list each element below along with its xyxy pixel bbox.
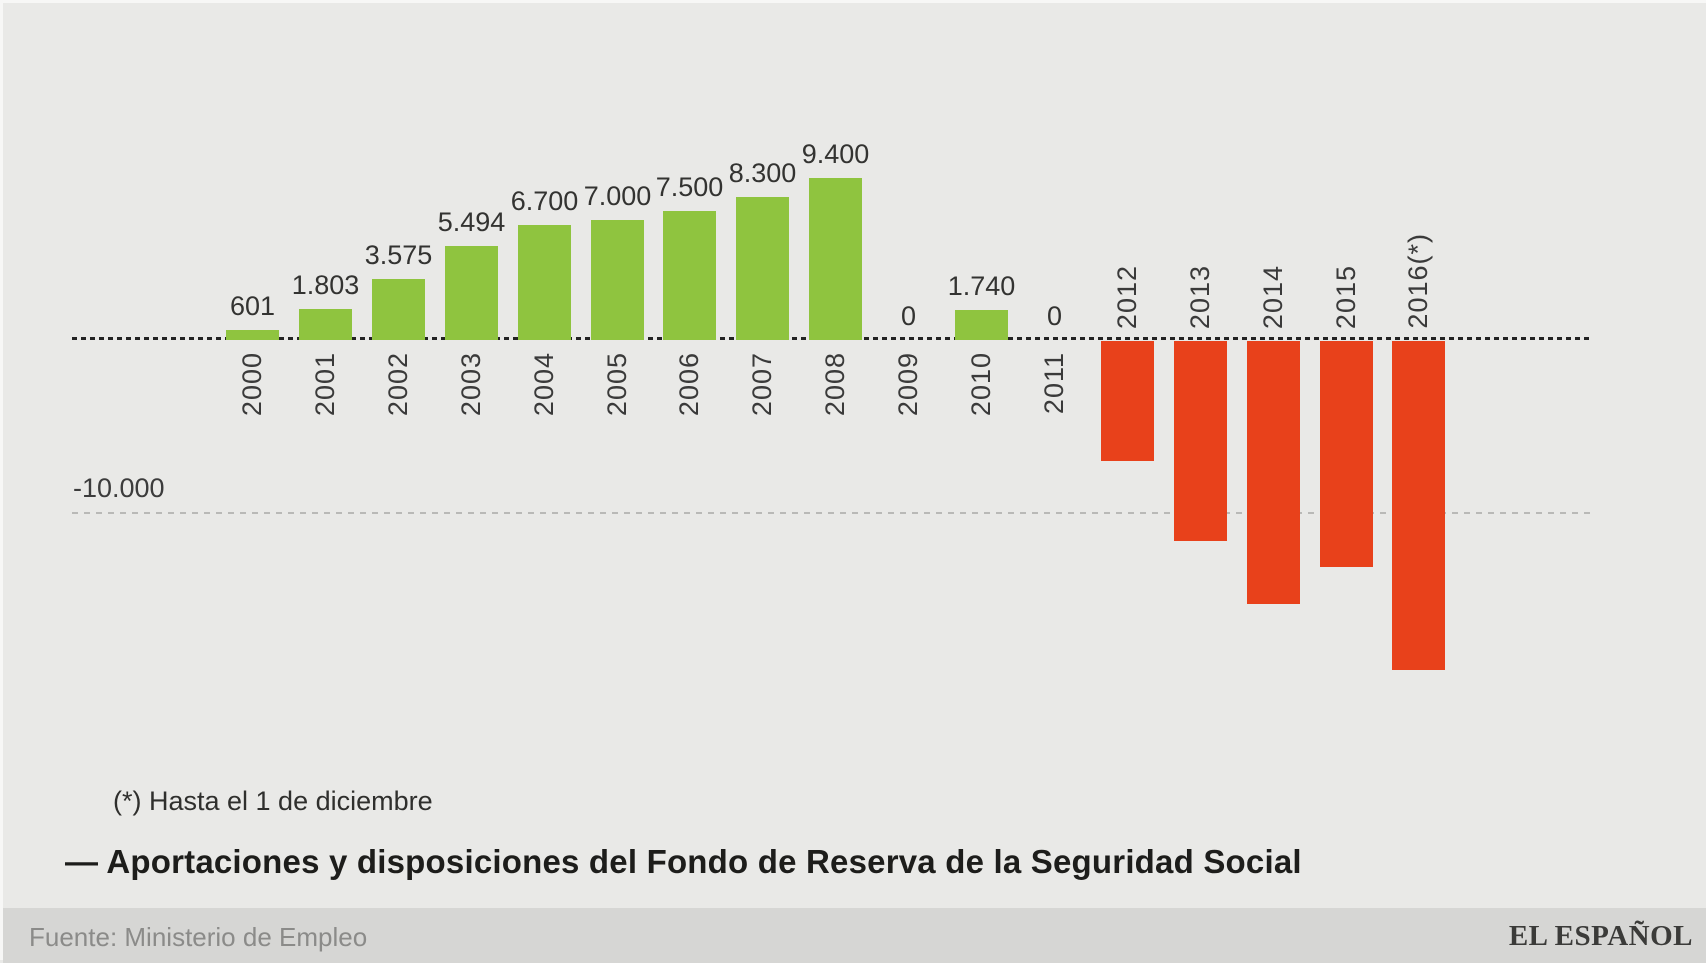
- x-axis-label-2010: 2010: [965, 352, 996, 417]
- value-label-2010: 1.740: [947, 271, 1016, 301]
- bar-2006: [663, 211, 716, 340]
- x-axis-label-2007: 2007: [746, 352, 777, 417]
- bar-2004: [518, 225, 571, 340]
- value-label-2008: 9.400: [801, 139, 870, 169]
- bar-2002: [372, 279, 425, 340]
- bar-2000: [226, 330, 279, 340]
- bar-2007: [736, 197, 789, 340]
- x-axis-label-2013: 2013: [1184, 264, 1215, 329]
- bar-2005: [591, 220, 644, 340]
- value-label-2005: 7.000: [583, 181, 652, 211]
- value-label-2011: 0: [1046, 301, 1063, 331]
- chart-area: -10.000 601 2000 1.803 2001 3.575 2002 5.494 20…: [3, 3, 1706, 908]
- x-axis-label-2002: 2002: [382, 352, 413, 417]
- footer-bar: Fuente: Ministerio de Empleo EL ESPAÑOL: [3, 908, 1706, 963]
- x-axis-label-2005: 2005: [601, 352, 632, 417]
- value-label-2004: 6.700: [510, 186, 579, 216]
- bar-2012: [1101, 341, 1154, 461]
- chart-title: — Aportaciones y disposiciones del Fondo…: [65, 843, 1302, 880]
- x-axis-label-2015: 2015: [1330, 264, 1361, 329]
- bar-2014: [1247, 341, 1300, 604]
- bar-2008: [809, 178, 862, 340]
- bar-2016(*): [1392, 341, 1445, 670]
- x-axis-label-2008: 2008: [819, 352, 850, 417]
- x-axis-label-2016(*): 2016(*): [1402, 233, 1433, 329]
- y-axis-label-minus-10000: -10.000: [73, 473, 165, 503]
- bar-2001: [299, 309, 352, 340]
- value-label-2009: 0: [900, 301, 917, 331]
- value-label-2003: 5.494: [437, 207, 506, 237]
- x-axis-label-2006: 2006: [673, 352, 704, 417]
- x-axis-label-2004: 2004: [528, 352, 559, 417]
- x-axis-label-2001: 2001: [309, 352, 340, 417]
- bar-2010: [955, 310, 1008, 340]
- bar-2003: [445, 246, 498, 340]
- bar-2015: [1320, 341, 1373, 567]
- footnote: (*) Hasta el 1 de diciembre: [113, 786, 433, 816]
- value-label-2000: 601: [229, 291, 276, 321]
- x-axis-label-2003: 2003: [455, 352, 486, 417]
- source-label: Fuente: Ministerio de Empleo: [29, 922, 368, 952]
- gridline-minus-10000: [72, 512, 1591, 514]
- x-axis-label-2000: 2000: [236, 352, 267, 417]
- x-axis-label-2009: 2009: [892, 352, 923, 417]
- value-label-2006: 7.500: [655, 172, 724, 202]
- x-axis-label-2014: 2014: [1257, 264, 1288, 329]
- x-axis-label-2011: 2011: [1038, 352, 1069, 415]
- x-axis-label-2012: 2012: [1111, 264, 1142, 329]
- publisher-logo: EL ESPAÑOL: [1508, 920, 1693, 952]
- value-label-2002: 3.575: [364, 240, 433, 270]
- value-label-2001: 1.803: [291, 270, 360, 300]
- value-label-2007: 8.300: [728, 158, 797, 188]
- bar-2013: [1174, 341, 1227, 541]
